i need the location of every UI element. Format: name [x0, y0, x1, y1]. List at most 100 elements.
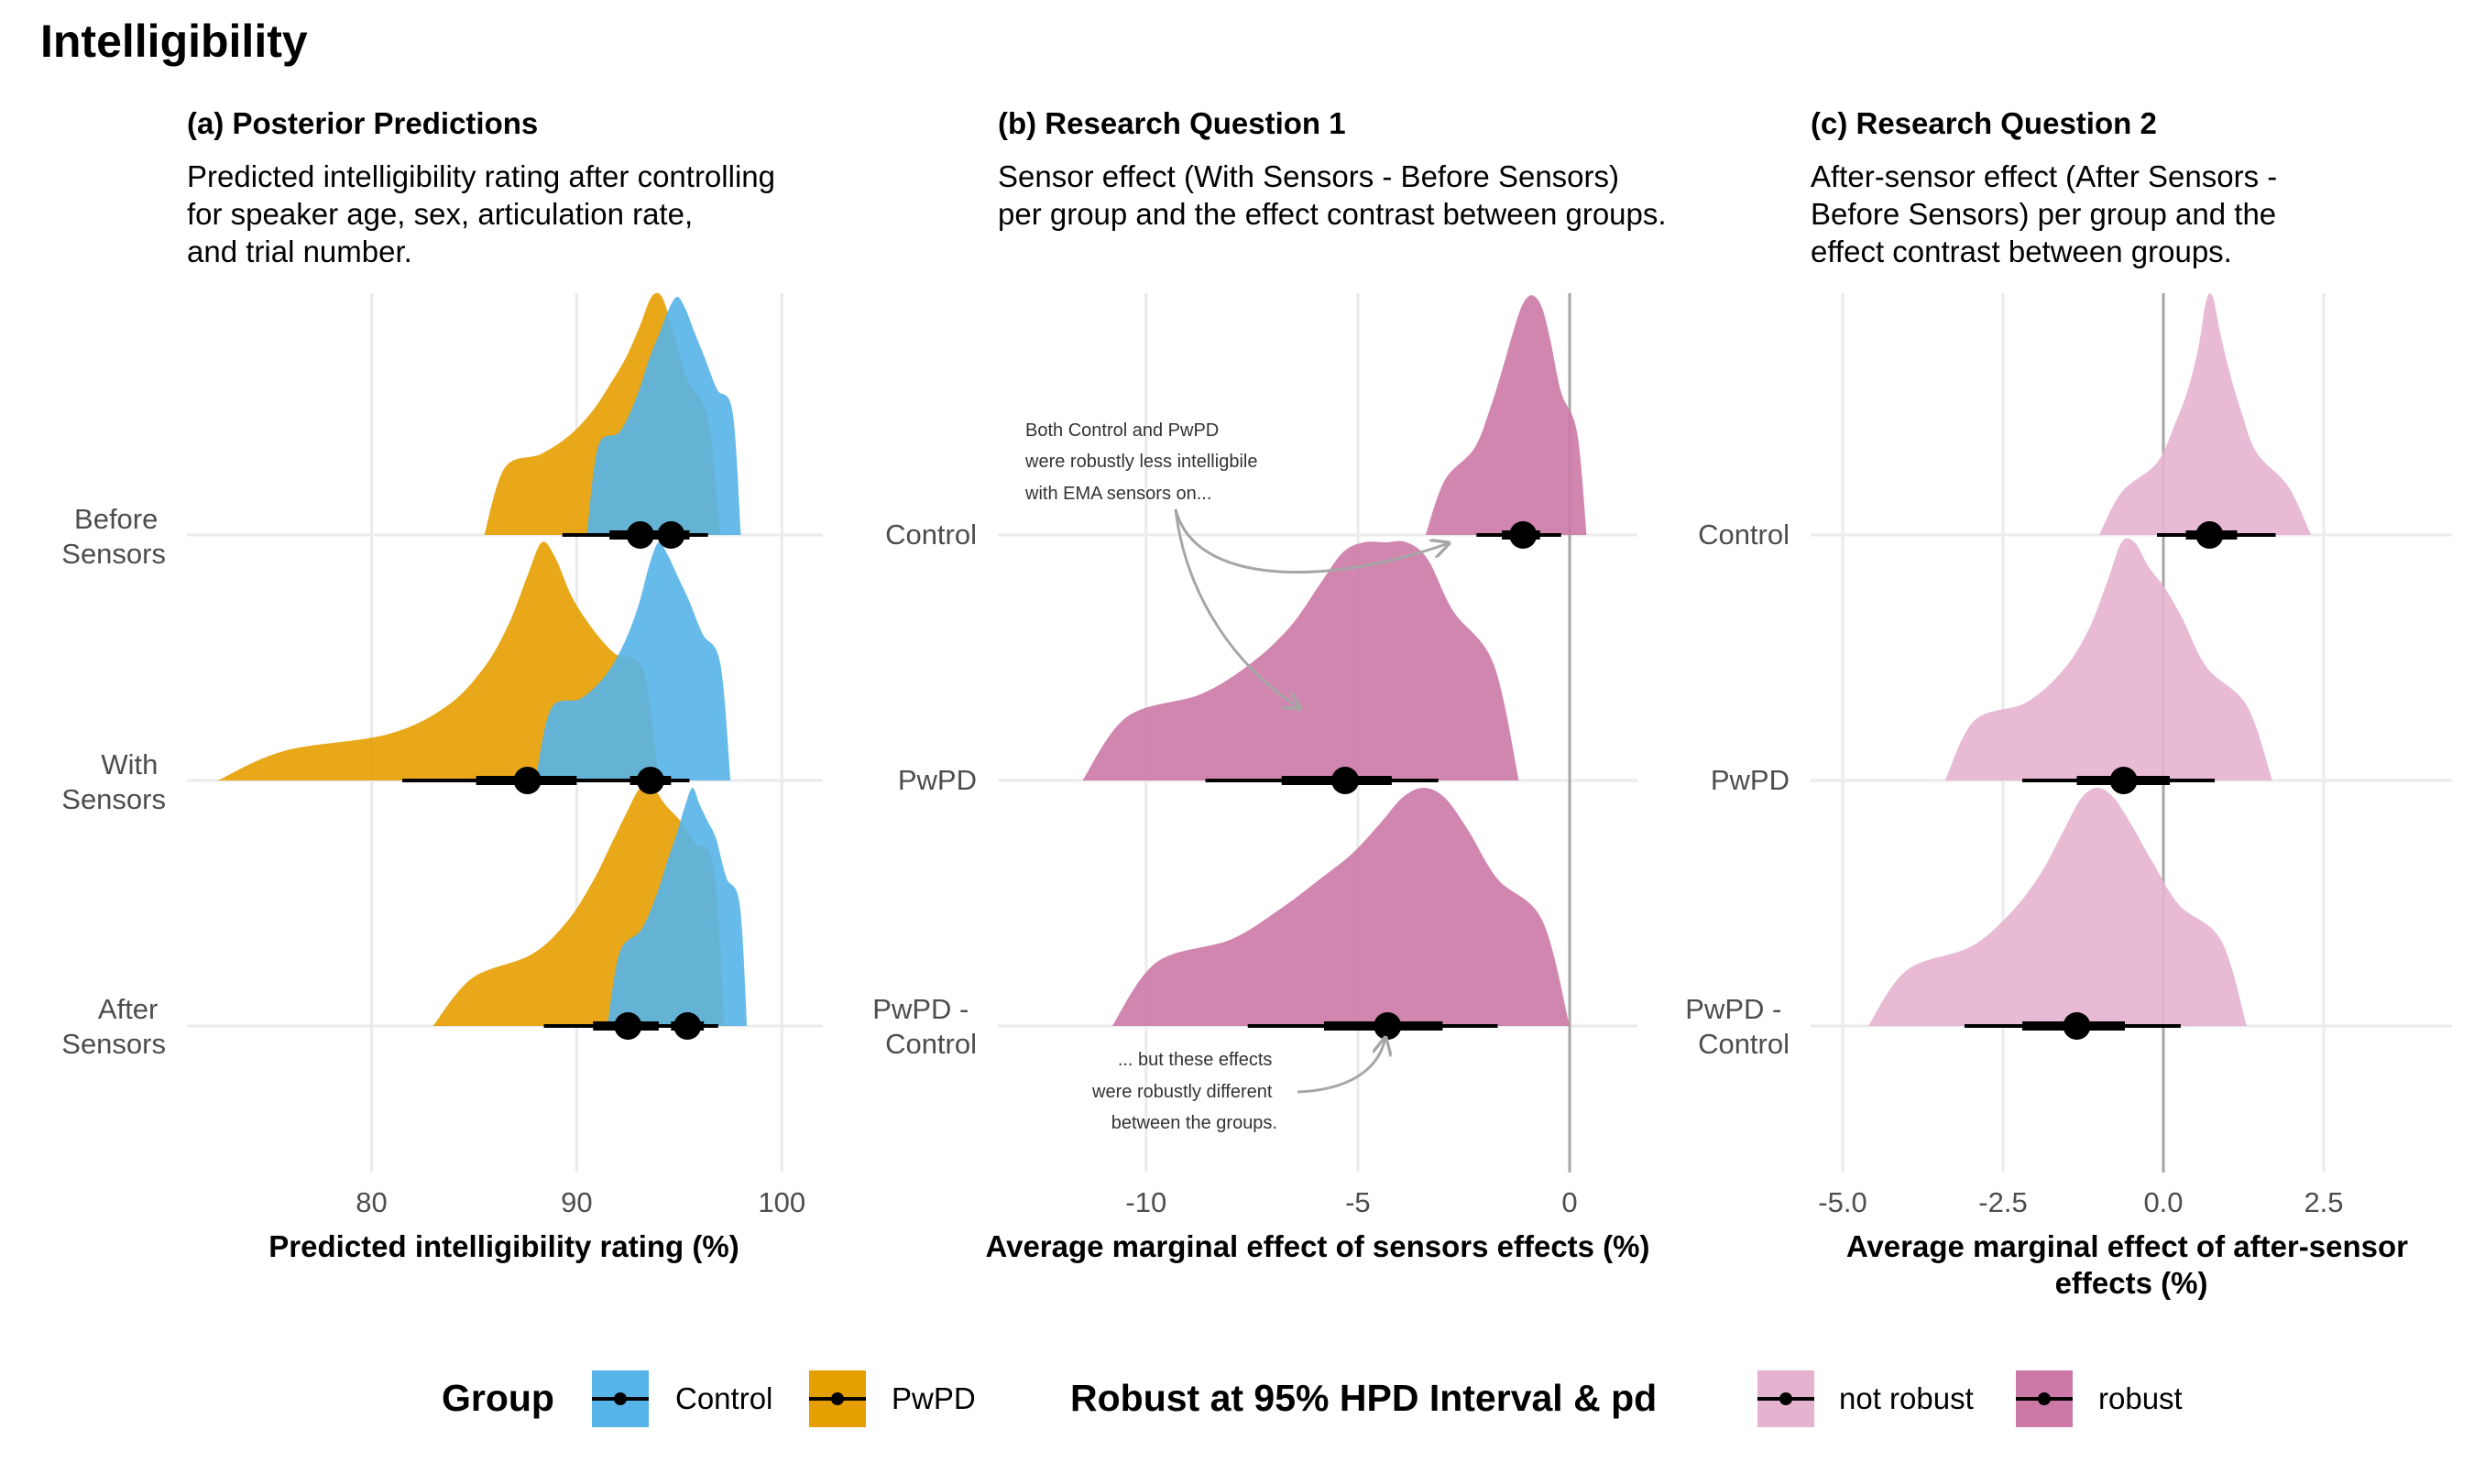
median-point-not-robust	[2109, 767, 2138, 794]
median-point-not-robust	[2195, 521, 2224, 549]
panel-a-x-axis-label: Predicted intelligibility rating (%)	[268, 1229, 739, 1263]
median-point-robust	[1509, 521, 1538, 549]
y-tick-label-line: PwPD -	[872, 993, 969, 1025]
density-not-robust	[1945, 538, 2272, 780]
y-tick-label-line: Sensors	[61, 538, 166, 570]
legend-key-point	[831, 1392, 844, 1405]
legend-key-not-robust	[1757, 1370, 1814, 1427]
legend-label-robust: robust	[2098, 1381, 2183, 1415]
y-tick-label-line: With	[101, 748, 158, 780]
median-point-not-robust	[2063, 1012, 2091, 1040]
density-not-robust	[1868, 788, 2247, 1026]
y-tick-label-line: Sensors	[61, 1028, 166, 1060]
panel-c-x-axis-label: Average marginal effect of after-sensor …	[1846, 1229, 2416, 1300]
density-robust	[1111, 788, 1570, 1026]
panel-c-subtitle-line: After-sensor effect (After Sensors -	[1811, 159, 2277, 193]
legend-group-title: Group	[442, 1377, 554, 1419]
panel-a-subtitle-line: for speaker age, sex, articulation rate,	[187, 197, 693, 231]
median-point-pwpd	[614, 1012, 642, 1040]
legend-key-point	[614, 1392, 627, 1405]
panel-a-title: (a) Posterior Predictions	[187, 106, 538, 140]
y-tick-label: Before Sensors	[61, 503, 166, 570]
panel-b-x-axis-label: Average marginal effect of sensors effec…	[985, 1229, 1649, 1263]
legend-label-control: Control	[675, 1381, 772, 1415]
panel-a-subtitle: Predicted intelligibility rating after c…	[187, 159, 783, 268]
annotation-line: Both Control and PwPD	[1025, 420, 1219, 441]
annotation-line: were robustly different	[1091, 1082, 1273, 1102]
panel-b: (b) Research Question 1 Sensor effect (W…	[872, 106, 1666, 1263]
y-tick-label: PwPD - Control	[872, 993, 977, 1060]
y-tick-label-line: Control	[1698, 1028, 1790, 1060]
density-control	[607, 788, 748, 1026]
annotation-line: between the groups.	[1111, 1113, 1277, 1133]
density-control	[586, 297, 741, 535]
legend-label-not-robust: not robust	[1839, 1381, 1974, 1415]
panel-b-title: (b) Research Question 1	[998, 106, 1346, 140]
legend-key-robust	[2016, 1370, 2073, 1427]
panel-c-title: (c) Research Question 2	[1811, 106, 2157, 140]
panel-c-subtitle-line: effect contrast between groups.	[1811, 235, 2232, 268]
panel-c: (c) Research Question 2 After-sensor eff…	[1685, 106, 2452, 1300]
y-tick-label: PwPD - Control	[1685, 993, 1790, 1060]
x-tick-label: 0	[1561, 1186, 1577, 1218]
legend-key-pwpd	[809, 1370, 866, 1427]
density-control	[535, 541, 731, 780]
y-tick-label: PwPD	[1711, 764, 1790, 796]
panel-a-subtitle-line: Predicted intelligibility rating after c…	[187, 159, 775, 193]
x-axis-label-line: effects (%)	[2055, 1266, 2208, 1300]
x-axis-label-line: Average marginal effect of after-sensor	[1846, 1229, 2408, 1263]
annotation-line: ... but these effects	[1118, 1050, 1273, 1070]
y-tick-label-line: Control	[885, 1028, 977, 1060]
density-not-robust	[2099, 293, 2311, 535]
y-tick-label-line: Sensors	[61, 783, 166, 815]
x-tick-label: 80	[356, 1186, 387, 1218]
panel-b-subtitle-line: Sensor effect (With Sensors - Before Sen…	[998, 159, 1619, 193]
panel-b-subtitle-line: per group and the effect contrast betwee…	[998, 197, 1667, 231]
y-tick-label: Control	[1698, 518, 1790, 551]
annotation-arrow	[1174, 508, 1300, 708]
median-point-robust	[1374, 1012, 1402, 1040]
y-tick-label-line: After	[98, 993, 158, 1025]
annotation-bottom: ... but these effects were robustly diff…	[1091, 1050, 1277, 1133]
panel-c-subtitle: After-sensor effect (After Sensors - Bef…	[1811, 159, 2285, 268]
y-tick-label-line: Before	[74, 503, 158, 535]
annotation-line: with EMA sensors on...	[1024, 484, 1211, 504]
median-point-control	[673, 1012, 702, 1040]
density-robust	[1082, 540, 1519, 780]
annotation-line: were robustly less intelligbile	[1024, 452, 1257, 472]
panel-b-subtitle: Sensor effect (With Sensors - Before Sen…	[998, 159, 1667, 231]
legend-label-pwpd: PwPD	[892, 1381, 976, 1415]
y-tick-label: After Sensors	[61, 993, 166, 1060]
median-point-pwpd	[513, 767, 542, 794]
x-tick-label: 100	[758, 1186, 805, 1218]
density-robust	[1425, 295, 1587, 535]
y-tick-label: With Sensors	[61, 748, 166, 815]
legend-key-point	[1779, 1392, 1792, 1405]
x-tick-label: -5.0	[1818, 1186, 1866, 1218]
panel-c-plot: -5.0 -2.5 0.0 2.5	[1811, 293, 2452, 1218]
panel-a-plot: 80 90 100	[187, 292, 823, 1218]
panel-b-plot: -10 -5 0	[998, 293, 1637, 1218]
legend: Group Control PwPD Robust at 95% HPD Int…	[442, 1370, 2183, 1427]
median-point-control	[636, 767, 664, 794]
annotation-arrow	[1174, 508, 1449, 574]
panel-c-subtitle-line: Before Sensors) per group and the	[1811, 197, 2276, 231]
x-tick-label: 0.0	[2143, 1186, 2183, 1218]
legend-key-point	[2038, 1392, 2051, 1405]
x-tick-label: -10	[1125, 1186, 1166, 1218]
legend-robust-title: Robust at 95% HPD Interval & pd	[1070, 1377, 1657, 1419]
annotation-arrow	[1297, 1038, 1385, 1094]
panel-a-subtitle-line: and trial number.	[187, 235, 412, 268]
legend-key-control	[592, 1370, 649, 1427]
annotation-top: Both Control and PwPD were robustly less…	[1024, 420, 1263, 504]
x-tick-label: -2.5	[1978, 1186, 2027, 1218]
x-tick-label: -5	[1345, 1186, 1371, 1218]
x-tick-label: 90	[561, 1186, 592, 1218]
y-tick-label: PwPD	[898, 764, 977, 796]
y-tick-label: Control	[885, 518, 977, 551]
y-tick-label-line: PwPD -	[1685, 993, 1781, 1025]
panel-a: (a) Posterior Predictions Predicted inte…	[61, 106, 823, 1263]
x-tick-label: 2.5	[2304, 1186, 2343, 1218]
figure-title: Intelligibility	[40, 16, 308, 67]
